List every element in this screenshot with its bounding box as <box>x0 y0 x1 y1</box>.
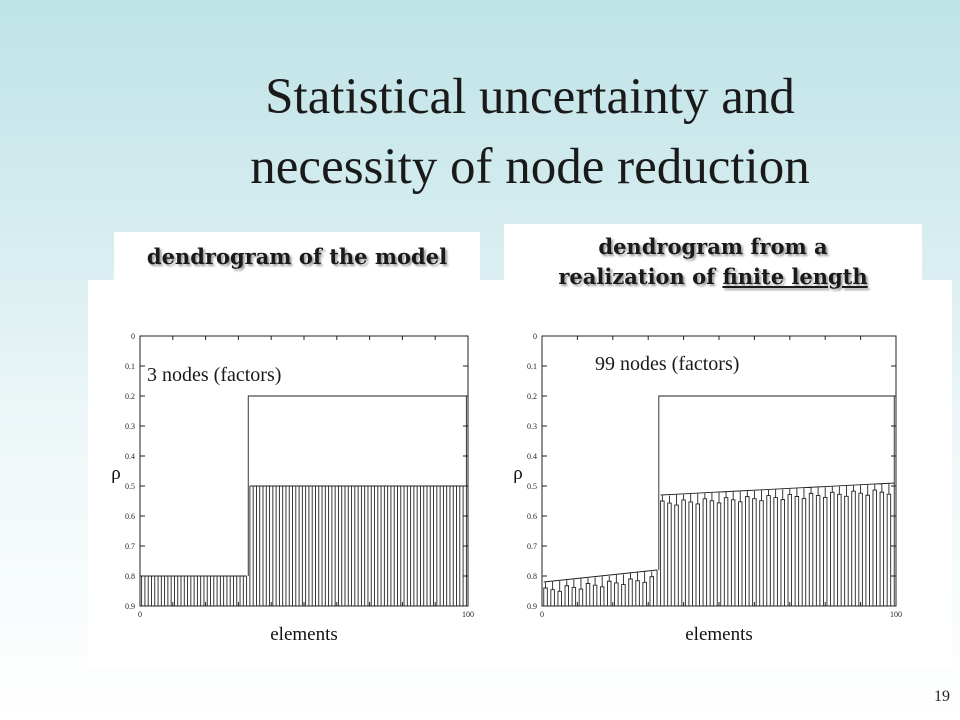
y-tick-label: 0.8 <box>125 572 135 581</box>
x-axis-label: elements <box>685 624 753 642</box>
slide-title: Statistical uncertainty and necessity of… <box>130 62 930 202</box>
right-panel-label-line-2: realization of finite length <box>504 262 922 292</box>
x-tick-label: 100 <box>462 610 474 619</box>
dendrogram-branches <box>141 395 467 606</box>
slide-title-line-2: necessity of node reduction <box>250 139 810 195</box>
y-tick-label: 0.6 <box>527 512 537 521</box>
right-label-underlined: finite length <box>722 264 868 289</box>
plot-frame <box>541 335 897 607</box>
x-tick-label: 100 <box>890 610 902 619</box>
y-axis-label: ρ <box>111 463 120 484</box>
dendrogram-branches <box>543 395 895 606</box>
y-tick-label: 0.8 <box>527 572 537 581</box>
y-tick-label: 0.3 <box>527 422 537 431</box>
x-tick-label: 0 <box>540 610 544 619</box>
y-tick-label: 0.1 <box>125 362 135 371</box>
y-tick-label: 0.7 <box>527 542 537 551</box>
y-tick-label: 0.4 <box>527 452 537 461</box>
y-tick-label: 0.5 <box>125 482 135 491</box>
left-nodes-annotation: 3 nodes (factors) <box>147 364 282 387</box>
dendrogram-model-chart: 00.10.20.30.40.50.60.70.80.90 100elements… <box>111 332 474 642</box>
figure-panel <box>88 280 952 666</box>
right-nodes-annotation: 99 nodes (factors) <box>595 353 740 376</box>
right-label-plain: realization of <box>558 264 723 289</box>
y-tick-label: 0.1 <box>527 362 537 371</box>
right-panel-label-line-1: dendrogram from a <box>598 234 828 259</box>
page-number: 19 <box>934 688 950 705</box>
y-tick-label: 0.9 <box>125 602 135 611</box>
y-tick-label: 0.9 <box>527 602 537 611</box>
x-axis-label: elements <box>270 624 338 642</box>
y-tick-label: 0.6 <box>125 512 135 521</box>
slide-title-line-1: Statistical uncertainty and <box>265 69 795 125</box>
y-tick-label: 0.4 <box>125 452 135 461</box>
x-tick-label: 0 <box>138 610 142 619</box>
y-axis-label: ρ <box>513 463 522 484</box>
dendrogram-finite-chart: 00.10.20.30.40.50.60.70.80.90 100elements… <box>513 332 902 642</box>
left-panel-label: dendrogram of the model <box>114 232 480 282</box>
y-tick-label: 0 <box>131 332 135 341</box>
y-tick-label: 0.3 <box>125 422 135 431</box>
y-tick-label: 0.7 <box>125 542 135 551</box>
y-tick-label: 0.2 <box>527 392 537 401</box>
y-tick-label: 0.2 <box>125 392 135 401</box>
y-tick-label: 0 <box>533 332 537 341</box>
right-panel-label: dendrogram from a realization of finite … <box>504 224 922 314</box>
y-tick-label: 0.5 <box>527 482 537 491</box>
